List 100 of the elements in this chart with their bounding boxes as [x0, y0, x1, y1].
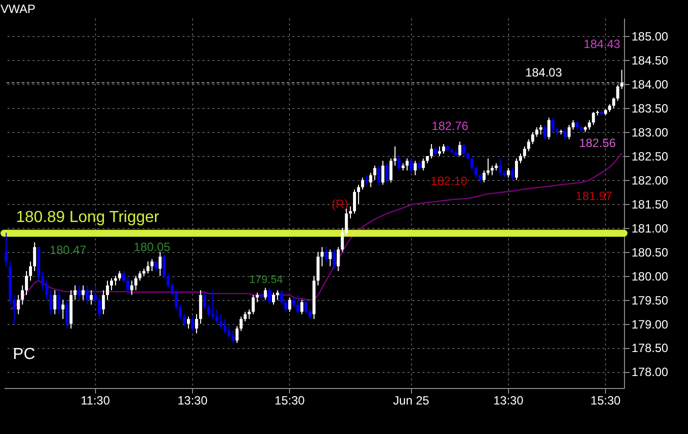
candlestick [510, 168, 514, 180]
candlestick [393, 146, 396, 166]
candlestick [78, 284, 81, 300]
candlestick [252, 294, 255, 315]
ref-line-label: 184.03 [525, 66, 562, 80]
x-tick-label: 15:30 [274, 394, 306, 408]
candlestick [199, 290, 202, 324]
candlestick [272, 292, 276, 306]
candlestick [389, 158, 392, 183]
candlestick [398, 156, 401, 171]
candlestick [94, 284, 97, 306]
candlestick [514, 158, 518, 180]
candlestick [572, 120, 575, 130]
y-tick-label: 183.50 [632, 102, 669, 116]
candlestick [365, 174, 368, 186]
candlestick [150, 258, 154, 272]
candlestick [191, 316, 194, 332]
candlestick [377, 165, 380, 186]
candlestick [438, 146, 442, 157]
candlestick [33, 242, 36, 272]
candlestick [588, 120, 591, 130]
x-tick-label: 13:30 [493, 394, 524, 408]
candlestick [316, 251, 320, 286]
candlestick [434, 146, 437, 157]
annotation: 179.54 [249, 274, 283, 286]
candlestick [268, 287, 271, 306]
candlestick [422, 158, 425, 171]
candlestick [158, 251, 162, 276]
candlestick [482, 170, 486, 183]
y-tick-label: 185.00 [632, 30, 669, 44]
candlestick [328, 248, 332, 267]
candlestick [324, 246, 328, 262]
candlestick [130, 280, 134, 296]
candlestick [458, 141, 462, 157]
candlestick [612, 97, 616, 109]
candlestick [122, 270, 126, 284]
x-tick-label: 13:30 [177, 394, 208, 408]
candlestick [219, 314, 222, 330]
candlestick [82, 284, 85, 300]
candlestick [430, 144, 433, 159]
candlestick [110, 278, 114, 291]
annotation: 180.05 [134, 240, 171, 254]
candlestick [162, 254, 166, 279]
candlestick [519, 153, 522, 164]
candlestick [207, 304, 210, 318]
annotation: 182.76 [432, 119, 469, 133]
chart-title: VWAP [0, 2, 36, 16]
candlestick [470, 156, 474, 171]
candlestick [547, 117, 550, 140]
candlestick [288, 296, 292, 312]
candlestick [203, 292, 206, 310]
annotation: (R) [332, 197, 348, 211]
candlestick [178, 304, 182, 320]
y-tick-label: 179.50 [632, 293, 669, 308]
x-tick-label: 15:30 [590, 394, 621, 408]
candlestick [232, 330, 235, 344]
candlestick [308, 308, 312, 320]
candlestick [24, 270, 28, 296]
annotation: PC [12, 346, 36, 363]
x-tick-label: 11:30 [80, 394, 110, 408]
y-tick-label: 184.50 [632, 54, 669, 68]
candlestick [296, 294, 300, 315]
candlestick [381, 160, 384, 186]
candlestick [348, 206, 352, 219]
candlestick [352, 189, 356, 214]
line-series [10, 152, 622, 310]
candlestick [332, 248, 336, 270]
y-tick-label: 183.00 [632, 126, 669, 140]
candlestick [292, 296, 296, 308]
candlestick [90, 290, 93, 306]
candlestick [276, 290, 280, 300]
y-tick-label: 180.50 [632, 245, 669, 260]
candlestick [106, 280, 109, 300]
candlestick [174, 290, 178, 310]
candlestick [418, 160, 421, 171]
candlestick [65, 299, 68, 330]
candlestick [369, 172, 372, 188]
candlestick [223, 318, 226, 334]
candlestick [240, 316, 243, 332]
y-tick-label: 180.00 [632, 269, 669, 284]
candlestick [45, 280, 48, 300]
candlestick [620, 69, 624, 90]
candlestick [304, 299, 308, 315]
candlestick [20, 284, 24, 306]
candlestick [498, 158, 502, 176]
candlestick [385, 162, 388, 183]
y-tick-label: 181.50 [632, 197, 669, 212]
candlestick [256, 292, 259, 303]
candlestick [280, 290, 284, 306]
candlestick [357, 184, 360, 204]
candlestick [462, 144, 466, 157]
annotation: 184.43 [584, 37, 621, 51]
candlestick [114, 275, 118, 286]
y-tick-label: 184.00 [632, 78, 669, 92]
candlestick [102, 290, 105, 315]
y-tick-label: 181.00 [632, 221, 669, 236]
candlestick [182, 314, 186, 327]
candlestick [336, 246, 340, 272]
candlestick [568, 124, 571, 140]
y-tick-label: 178.00 [632, 365, 669, 380]
